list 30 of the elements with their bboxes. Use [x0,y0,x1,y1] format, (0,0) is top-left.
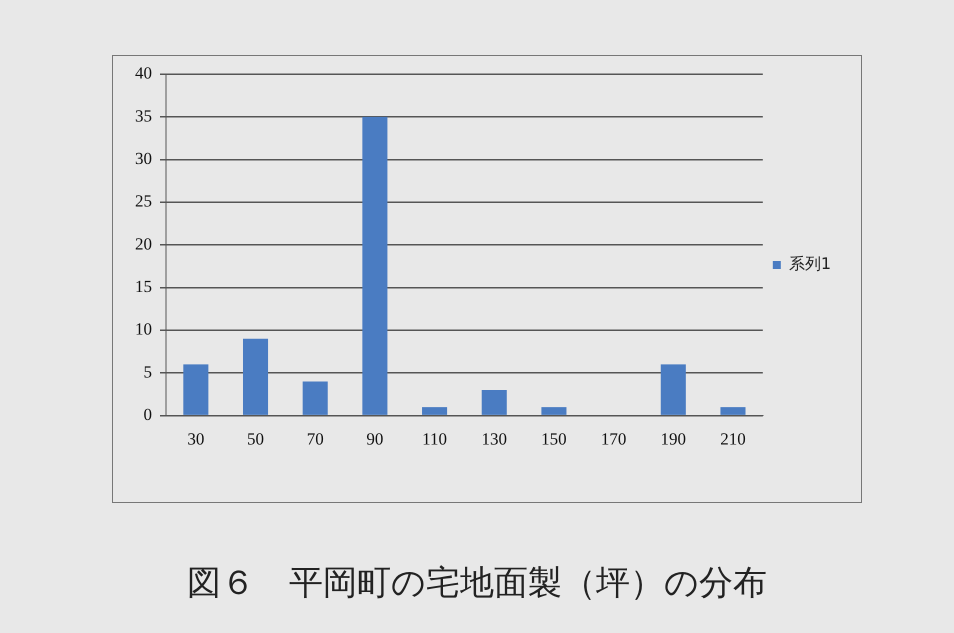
bar [362,116,388,415]
text: 図６ 平岡町の宅地面製（坪）の分布 [186,562,768,605]
y-tick-label: 30 [135,149,152,168]
x-tick-label: 130 [482,429,507,448]
bar [242,338,268,415]
y-tick-label: 5 [144,362,152,382]
x-tick-label: 150 [541,429,567,448]
bar [660,364,686,415]
bar [541,407,566,415]
x-tick-label: 110 [422,429,448,448]
x-tick-label: 30 [187,429,204,448]
y-tick-label: 40 [135,64,152,83]
bar [482,390,507,415]
bar [720,407,746,415]
bar [422,407,448,415]
y-tick-label: 10 [135,320,152,339]
x-tick-label: 90 [366,429,384,448]
x-tick-label: 50 [247,429,264,448]
y-tick-label: 0 [144,405,152,424]
x-tick-label: 190 [660,429,686,448]
y-tick-label: 35 [135,106,152,126]
y-tick-label: 15 [135,277,152,296]
legend-label: 系列1 [788,254,832,274]
x-tick-label: 170 [600,429,626,448]
x-tick-label: 70 [306,429,324,448]
bar [302,381,328,415]
x-tick-label: 210 [720,429,746,448]
bar [183,364,208,415]
y-tick-label: 20 [135,234,152,254]
y-tick-label: 25 [135,192,152,211]
